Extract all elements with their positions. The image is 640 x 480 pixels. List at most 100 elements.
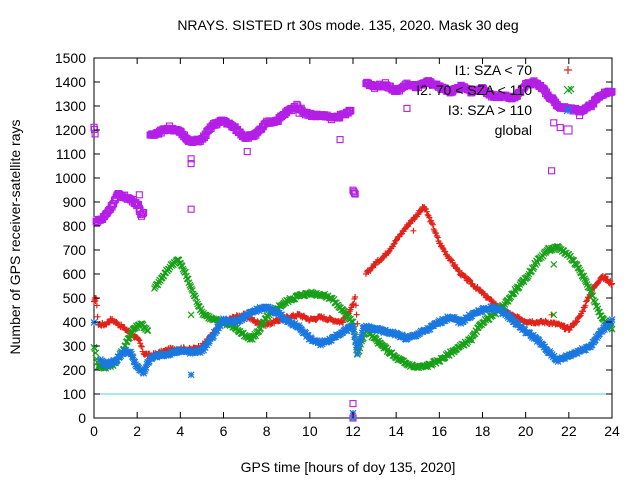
data-point bbox=[144, 327, 152, 334]
data-point bbox=[393, 237, 400, 244]
data-point bbox=[240, 315, 248, 323]
series-layer bbox=[90, 77, 616, 422]
data-point bbox=[218, 319, 226, 327]
data-point bbox=[188, 285, 195, 293]
data-point bbox=[109, 200, 117, 208]
data-point bbox=[94, 313, 101, 320]
data-point bbox=[447, 256, 454, 263]
data-point bbox=[350, 189, 358, 197]
data-point bbox=[291, 319, 299, 327]
data-point bbox=[357, 335, 364, 343]
data-point bbox=[138, 366, 146, 374]
data-point bbox=[423, 208, 430, 215]
data-point bbox=[357, 333, 365, 341]
data-point-outlier bbox=[403, 104, 411, 112]
x-tick-label: 10 bbox=[302, 423, 318, 439]
data-point bbox=[90, 125, 99, 134]
data-point bbox=[352, 302, 359, 309]
data-point bbox=[193, 298, 201, 306]
data-point bbox=[141, 366, 149, 373]
data-point bbox=[355, 340, 363, 348]
data-point bbox=[466, 276, 473, 283]
data-point-outlier bbox=[556, 124, 564, 132]
data-point-outlier bbox=[349, 400, 357, 408]
legend-label: I3: SZA > 110 bbox=[448, 102, 532, 118]
data-point bbox=[205, 337, 213, 345]
data-point bbox=[140, 208, 148, 217]
data-point-outlier bbox=[295, 109, 303, 117]
data-point bbox=[356, 338, 364, 346]
data-point bbox=[390, 241, 397, 248]
data-point bbox=[606, 319, 614, 327]
data-point bbox=[503, 310, 510, 318]
x-tick-label: 16 bbox=[432, 423, 448, 439]
data-point bbox=[429, 221, 436, 228]
data-point bbox=[341, 308, 349, 316]
x-axis-label: GPS time [hours of doy 135, 2020] bbox=[241, 459, 456, 475]
x-tick-label: 20 bbox=[518, 423, 534, 439]
data-point bbox=[434, 320, 442, 328]
data-point bbox=[506, 315, 514, 323]
data-point bbox=[129, 354, 137, 361]
y-tick-label: 1400 bbox=[55, 74, 86, 90]
data-point-outlier bbox=[550, 119, 558, 127]
data-point bbox=[352, 294, 359, 301]
data-point bbox=[106, 358, 113, 366]
data-point bbox=[358, 329, 366, 337]
data-point-outlier bbox=[550, 311, 558, 319]
data-point bbox=[93, 302, 100, 309]
data-point bbox=[608, 325, 616, 333]
y-axis-label: Number of GPS receiver-satellite rays bbox=[7, 120, 23, 355]
x-tick-label: 4 bbox=[176, 423, 184, 439]
x-tick-label: 6 bbox=[220, 423, 228, 439]
data-point bbox=[575, 264, 583, 272]
x-tick-label: 0 bbox=[90, 423, 98, 439]
data-point bbox=[231, 319, 239, 327]
data-point bbox=[264, 313, 272, 321]
data-point bbox=[608, 88, 616, 96]
data-point bbox=[354, 343, 362, 351]
y-tick-label: 100 bbox=[63, 386, 87, 402]
data-point bbox=[134, 201, 143, 209]
data-point bbox=[264, 303, 272, 311]
legend-marker bbox=[563, 105, 573, 115]
y-tick-label: 200 bbox=[63, 362, 87, 378]
legend-marker bbox=[564, 66, 572, 74]
y-tick-label: 1500 bbox=[55, 50, 86, 66]
data-point-outlier bbox=[135, 191, 143, 199]
y-tick-label: 600 bbox=[63, 266, 87, 282]
data-point-outlier bbox=[410, 227, 417, 234]
legend: I1: SZA < 70 I2: 70 < SZA < 110 I3: SZA > … bbox=[416, 62, 573, 138]
data-point bbox=[526, 329, 534, 337]
data-point bbox=[353, 350, 361, 358]
data-point bbox=[426, 325, 434, 333]
legend-label: I2: 70 < SZA < 110 bbox=[416, 82, 532, 98]
data-point bbox=[343, 327, 351, 335]
data-point bbox=[380, 329, 388, 336]
data-point-outlier bbox=[187, 371, 195, 379]
x-tick-label: 12 bbox=[345, 423, 361, 439]
data-point bbox=[609, 280, 615, 287]
data-point bbox=[579, 308, 586, 315]
data-point bbox=[142, 364, 150, 372]
data-point bbox=[138, 343, 145, 350]
data-point bbox=[131, 358, 139, 366]
data-point bbox=[92, 349, 100, 357]
x-tick-label: 8 bbox=[263, 423, 271, 439]
data-point bbox=[351, 190, 359, 198]
data-point bbox=[91, 130, 99, 138]
x-tick-label: 18 bbox=[475, 423, 491, 439]
data-point bbox=[258, 321, 265, 329]
data-point bbox=[439, 244, 446, 251]
data-point-outlier bbox=[550, 260, 558, 268]
data-point bbox=[139, 210, 147, 218]
data-point bbox=[352, 338, 360, 346]
data-point bbox=[422, 206, 429, 213]
data-point bbox=[108, 360, 116, 367]
data-point-outlier bbox=[135, 208, 143, 216]
y-tick-label: 1200 bbox=[55, 122, 86, 138]
data-point-outlier bbox=[602, 273, 609, 280]
data-point bbox=[316, 339, 324, 347]
y-tick-label: 400 bbox=[63, 314, 87, 330]
x-tick-label: 24 bbox=[604, 423, 620, 439]
